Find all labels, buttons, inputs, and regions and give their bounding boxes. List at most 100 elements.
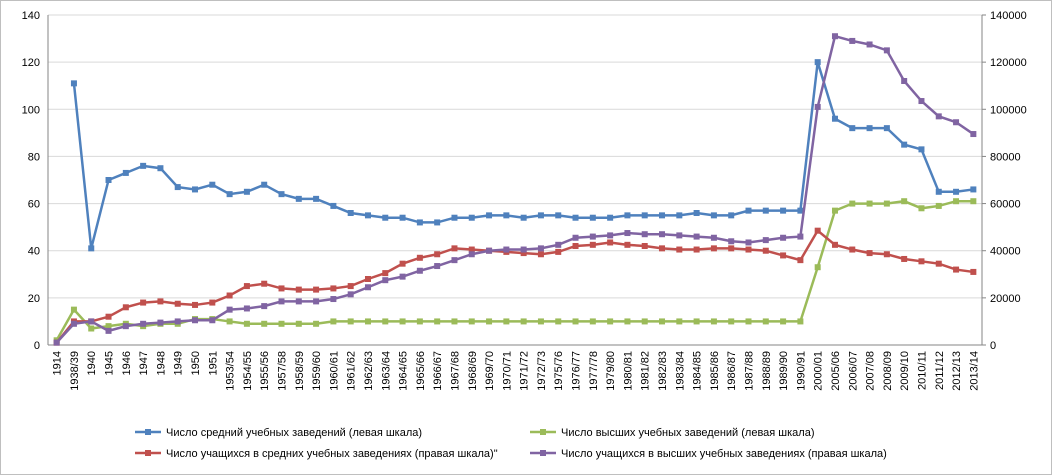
- x-tick-label: 1958/59: [294, 351, 306, 391]
- y2-tick-label: 80000: [990, 151, 1021, 163]
- x-tick-label: 1975/76: [553, 351, 565, 391]
- point-marker: [866, 41, 873, 48]
- point-marker: [70, 320, 77, 327]
- point-marker: [278, 285, 285, 292]
- point-marker: [866, 125, 873, 132]
- point-marker: [883, 251, 890, 258]
- point-marker: [364, 284, 371, 291]
- point-marker: [313, 298, 320, 305]
- x-tick-label: 1953/54: [225, 351, 237, 391]
- point-marker: [486, 212, 493, 219]
- point-marker: [209, 181, 216, 188]
- x-tick-label: 1962/63: [363, 351, 375, 391]
- point-marker: [572, 243, 579, 249]
- point-marker: [105, 327, 112, 334]
- point-marker: [313, 286, 320, 293]
- point-marker: [624, 241, 631, 248]
- point-marker: [728, 318, 735, 325]
- point-marker: [416, 267, 423, 274]
- x-tick-label: 1938/39: [69, 351, 81, 391]
- y-tick-label: 40: [28, 246, 40, 258]
- point-marker: [589, 233, 596, 240]
- x-tick-label: 2010/11: [916, 351, 928, 390]
- point-marker: [745, 207, 752, 214]
- point-marker: [659, 245, 666, 252]
- point-marker: [451, 245, 458, 252]
- point-marker: [745, 318, 752, 325]
- point-marker: [866, 200, 873, 207]
- x-tick-label: 1986/87: [726, 351, 738, 391]
- point-marker: [364, 276, 371, 282]
- point-marker: [434, 251, 441, 258]
- point-marker: [157, 165, 164, 172]
- y2-tick-label: 60000: [990, 199, 1021, 211]
- point-marker: [157, 298, 164, 305]
- point-marker: [814, 227, 821, 234]
- point-marker: [935, 113, 942, 120]
- point-marker: [468, 246, 475, 253]
- point-marker: [520, 246, 527, 253]
- point-marker: [278, 191, 285, 198]
- x-tick-label: 1977/78: [588, 351, 600, 391]
- point-marker: [745, 239, 752, 246]
- point-marker: [295, 286, 302, 293]
- x-tick-label: 1984/85: [692, 351, 704, 391]
- point-marker: [520, 318, 527, 325]
- x-tick-label: 1980/81: [622, 351, 634, 391]
- point-marker: [814, 59, 821, 66]
- point-marker: [555, 212, 562, 219]
- point-marker: [295, 320, 302, 327]
- point-marker: [710, 318, 717, 325]
- y2-tick-label: 140000: [990, 10, 1027, 22]
- x-tick-label: 1989/90: [778, 351, 790, 391]
- x-tick-label: 1955/56: [259, 351, 271, 391]
- y2-tick-label: 100000: [990, 104, 1027, 116]
- point-marker: [330, 202, 337, 209]
- point-marker: [555, 248, 562, 255]
- x-tick-label: 2007/08: [865, 351, 877, 391]
- point-marker: [105, 323, 112, 330]
- point-marker: [762, 237, 769, 244]
- legend-marker: [540, 450, 546, 456]
- point-marker: [122, 323, 129, 330]
- x-tick-label: 1948: [155, 351, 167, 375]
- point-marker: [589, 214, 596, 221]
- point-marker: [693, 318, 700, 325]
- point-marker: [347, 318, 354, 325]
- point-marker: [364, 318, 371, 325]
- point-marker: [122, 169, 129, 176]
- x-tick-label: 1940: [86, 351, 98, 375]
- point-marker: [226, 318, 233, 325]
- x-tick-label: 1960/61: [328, 351, 340, 391]
- legend-label: Число средний учебных заведений (левая ш…: [166, 427, 422, 439]
- point-marker: [953, 188, 960, 195]
- point-marker: [676, 246, 683, 253]
- point-marker: [486, 247, 493, 254]
- point-marker: [192, 301, 199, 308]
- x-tick-label: 1961/62: [346, 351, 358, 391]
- point-marker: [347, 291, 354, 298]
- x-tick-label: 1967/68: [449, 351, 461, 391]
- x-tick-label: 1951: [207, 351, 219, 375]
- point-marker: [659, 318, 666, 325]
- point-marker: [486, 318, 493, 325]
- point-marker: [710, 245, 717, 252]
- point-marker: [192, 317, 199, 324]
- y-tick-label: 60: [28, 199, 40, 211]
- point-marker: [676, 212, 683, 219]
- point-marker: [866, 250, 873, 257]
- point-marker: [399, 318, 406, 325]
- point-marker: [209, 299, 216, 306]
- point-marker: [330, 318, 337, 325]
- point-marker: [261, 320, 268, 327]
- point-marker: [572, 214, 579, 221]
- point-marker: [780, 252, 787, 259]
- x-tick-label: 1946: [121, 351, 133, 375]
- point-marker: [797, 318, 804, 325]
- point-marker: [226, 191, 233, 198]
- point-marker: [192, 186, 199, 193]
- x-tick-label: 1983/84: [674, 351, 686, 391]
- legend-label: Число учащихся в высших учебных заведени…: [561, 448, 887, 460]
- point-marker: [641, 212, 648, 219]
- point-marker: [831, 33, 838, 40]
